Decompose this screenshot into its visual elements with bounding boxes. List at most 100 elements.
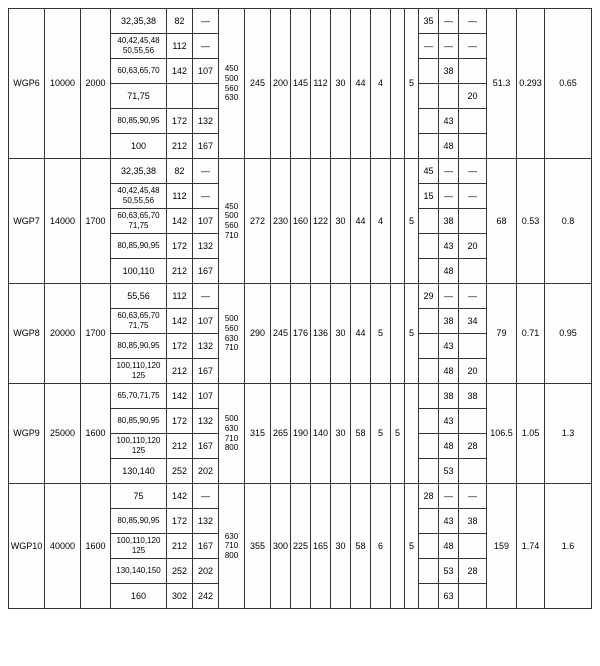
cell: 100,110	[111, 259, 167, 284]
cell	[459, 109, 487, 134]
cell: 29	[419, 284, 439, 309]
cell: 80,85,90,95	[111, 334, 167, 359]
cell	[419, 534, 439, 559]
table-row: WGP1040000160075142—63071080035530022516…	[9, 484, 592, 509]
cell: 112	[167, 284, 193, 309]
cell: 38	[439, 309, 459, 334]
cell: 6	[371, 484, 391, 609]
cell: 34	[459, 309, 487, 334]
cell: 107	[193, 384, 219, 409]
cell: 0.293	[517, 9, 545, 159]
cell: 1700	[81, 159, 111, 284]
cell: 32,35,38	[111, 9, 167, 34]
cell	[419, 409, 439, 434]
cell: —	[439, 159, 459, 184]
cell: 450500560630	[219, 9, 245, 159]
cell: 145	[291, 9, 311, 159]
cell: 14000	[45, 159, 81, 284]
cell: 5	[371, 284, 391, 384]
cell: 130,140	[111, 459, 167, 484]
cell: 500630710800	[219, 384, 245, 484]
cell: 630710800	[219, 484, 245, 609]
cell: 167	[193, 134, 219, 159]
cell: 100,110,120125	[111, 359, 167, 384]
cell: 65,70,71,75	[111, 384, 167, 409]
cell: 28	[419, 484, 439, 509]
cell: 4	[371, 9, 391, 159]
cell: 82	[167, 159, 193, 184]
cell: 51.3	[487, 9, 517, 159]
cell: 40,42,45,4850,55,56	[111, 34, 167, 59]
cell: 48	[439, 359, 459, 384]
cell: 40,42,45,4850,55,56	[111, 184, 167, 209]
cell: —	[459, 34, 487, 59]
cell: 132	[193, 334, 219, 359]
cell: 172	[167, 234, 193, 259]
cell: 132	[193, 234, 219, 259]
cell: 132	[193, 409, 219, 434]
cell: 38	[439, 209, 459, 234]
cell: 1.3	[545, 384, 592, 484]
cell: 136	[311, 284, 331, 384]
cell: —	[459, 184, 487, 209]
cell: 172	[167, 509, 193, 534]
cell	[439, 84, 459, 109]
table-row: WGP925000160065,70,71,751421075006307108…	[9, 384, 592, 409]
cell: 40000	[45, 484, 81, 609]
cell: 112	[311, 9, 331, 159]
cell: 4	[371, 159, 391, 284]
cell	[419, 509, 439, 534]
cell: 122	[311, 159, 331, 284]
cell	[419, 359, 439, 384]
cell	[459, 59, 487, 84]
cell: 1.6	[545, 484, 592, 609]
cell: 80,85,90,95	[111, 409, 167, 434]
cell	[391, 159, 405, 284]
cell: 167	[193, 434, 219, 459]
cell: 212	[167, 134, 193, 159]
cell: 5	[405, 159, 419, 284]
cell: WGP6	[9, 9, 45, 159]
cell	[459, 459, 487, 484]
cell: 60,63,65,7071,75	[111, 209, 167, 234]
cell: 43	[439, 234, 459, 259]
cell: 172	[167, 334, 193, 359]
cell: 58	[351, 384, 371, 484]
cell: 28	[459, 559, 487, 584]
cell: 71,75	[111, 84, 167, 109]
cell	[419, 434, 439, 459]
cell: 20	[459, 234, 487, 259]
cell: 167	[193, 259, 219, 284]
cell: 60,63,65,7071,75	[111, 309, 167, 334]
cell: WGP9	[9, 384, 45, 484]
cell: 500560630710	[219, 284, 245, 384]
cell: 142	[167, 209, 193, 234]
cell: 5	[405, 9, 419, 159]
table-row: WGP714000170032,35,3882—4505005607102722…	[9, 159, 592, 184]
cell: 130,140,150	[111, 559, 167, 584]
cell: 35	[419, 9, 439, 34]
cell: —	[439, 284, 459, 309]
cell: 1.05	[517, 384, 545, 484]
cell: 100,110,120125	[111, 434, 167, 459]
cell: 79	[487, 284, 517, 384]
cell: 252	[167, 459, 193, 484]
cell: 0.71	[517, 284, 545, 384]
cell	[459, 534, 487, 559]
cell: 30	[331, 484, 351, 609]
cell: 160	[291, 159, 311, 284]
cell: 107	[193, 59, 219, 84]
cell	[459, 584, 487, 609]
cell: 176	[291, 284, 311, 384]
cell: 20000	[45, 284, 81, 384]
cell: 165	[311, 484, 331, 609]
cell: 30	[331, 284, 351, 384]
cell: 82	[167, 9, 193, 34]
cell	[459, 334, 487, 359]
cell: 44	[351, 159, 371, 284]
cell: 55,56	[111, 284, 167, 309]
cell: 43	[439, 409, 459, 434]
cell: 230	[271, 159, 291, 284]
cell	[459, 409, 487, 434]
cell: 48	[439, 134, 459, 159]
